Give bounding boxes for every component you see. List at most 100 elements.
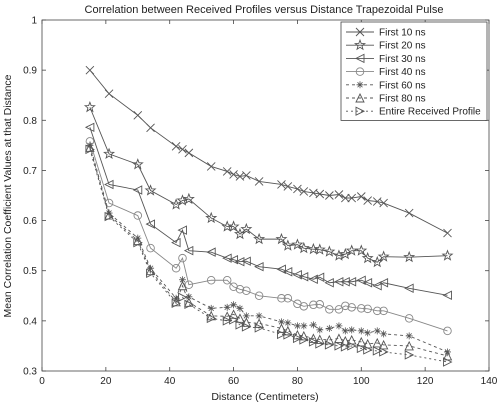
data-point xyxy=(346,277,357,287)
axis-ticks: 0 20 40 60 80 100 120 140 0.3 0.4 0.5 0.6 0.7 0.8 0.9 1 xyxy=(23,16,498,388)
data-point xyxy=(308,337,319,347)
legend: First 10 ns First 20 ns First 30 ns First 4… xyxy=(340,21,488,121)
data-point xyxy=(372,281,382,291)
data-point xyxy=(356,336,367,347)
series-entire-received-profile xyxy=(85,144,453,367)
legend-item: First 10 ns xyxy=(346,28,426,39)
legend-item: Entire Received Profile xyxy=(346,106,481,118)
data-point xyxy=(85,65,95,75)
legend-label: First 60 ns xyxy=(379,80,426,91)
data-point xyxy=(177,280,188,291)
data-point xyxy=(184,148,194,158)
data-point xyxy=(241,256,251,266)
series-line xyxy=(89,147,448,357)
series-line xyxy=(89,107,448,263)
data-point xyxy=(364,329,372,337)
data-point xyxy=(404,350,415,360)
data-point xyxy=(356,343,367,354)
data-point xyxy=(206,162,216,171)
data-point xyxy=(341,327,349,335)
data-point xyxy=(357,304,366,313)
data-point xyxy=(355,92,365,103)
legend-item: First 30 ns xyxy=(346,53,426,65)
data-point xyxy=(207,304,215,312)
data-point xyxy=(277,329,287,340)
data-point xyxy=(229,170,238,179)
data-point xyxy=(206,313,217,324)
data-point xyxy=(354,38,366,51)
data-point xyxy=(277,318,285,326)
data-point xyxy=(313,243,326,255)
data-point xyxy=(131,158,144,170)
data-point xyxy=(335,322,343,330)
data-point xyxy=(241,322,252,332)
data-point xyxy=(315,189,325,199)
data-point xyxy=(133,237,143,248)
data-point xyxy=(308,333,319,343)
data-point xyxy=(242,286,251,296)
data-point xyxy=(284,319,292,327)
data-point xyxy=(309,321,317,329)
series-layer xyxy=(83,65,454,367)
data-point xyxy=(404,314,414,323)
x-tick-label: 40 xyxy=(164,376,176,387)
data-point xyxy=(324,278,334,288)
data-point xyxy=(314,272,325,282)
data-point xyxy=(442,290,452,301)
data-point xyxy=(441,249,454,261)
data-point xyxy=(372,337,382,348)
legend-label: First 30 ns xyxy=(379,54,426,65)
data-point xyxy=(341,301,350,311)
data-point xyxy=(355,67,365,76)
data-point xyxy=(325,305,334,314)
data-point xyxy=(300,322,308,330)
data-point xyxy=(362,278,373,288)
data-point xyxy=(104,179,114,190)
data-point xyxy=(299,335,309,345)
data-point xyxy=(404,340,414,351)
data-point xyxy=(104,211,115,222)
legend-label: First 40 ns xyxy=(379,67,426,78)
data-point xyxy=(254,261,264,272)
data-point xyxy=(171,142,181,151)
data-point xyxy=(254,323,265,333)
legend-label: First 80 ns xyxy=(379,94,426,105)
data-point xyxy=(299,330,309,341)
data-point xyxy=(323,245,336,257)
x-tick-label: 80 xyxy=(292,376,304,387)
data-point xyxy=(325,191,334,200)
data-point xyxy=(242,171,251,180)
data-point xyxy=(228,254,239,265)
data-point xyxy=(223,303,231,311)
data-point xyxy=(309,300,318,310)
data-point xyxy=(377,250,390,262)
y-tick-label: 0.7 xyxy=(23,166,37,177)
y-tick-label: 0.8 xyxy=(23,116,37,127)
data-point xyxy=(178,145,187,154)
series-first-20-ns xyxy=(83,100,454,268)
data-point xyxy=(86,141,94,149)
data-point xyxy=(255,312,263,320)
data-point xyxy=(355,244,368,256)
data-point xyxy=(403,250,416,263)
data-point xyxy=(85,144,95,155)
y-axis-label: Mean Correlation Coefficient Values at t… xyxy=(2,74,14,317)
x-tick-label: 20 xyxy=(100,376,112,387)
data-point xyxy=(299,187,309,196)
legend-item: First 40 ns xyxy=(346,67,426,78)
data-point xyxy=(275,232,288,245)
data-point xyxy=(134,234,142,242)
data-point xyxy=(222,253,232,263)
legend-item: First 80 ns xyxy=(346,92,426,105)
data-point xyxy=(325,324,333,332)
data-point xyxy=(254,177,264,186)
data-point xyxy=(355,27,365,37)
data-point xyxy=(334,190,344,199)
data-point xyxy=(240,222,253,235)
data-point xyxy=(324,334,335,345)
data-point xyxy=(357,327,365,335)
data-point xyxy=(282,266,293,277)
plot-area xyxy=(41,19,490,372)
data-point xyxy=(253,232,266,245)
data-point xyxy=(361,251,374,264)
